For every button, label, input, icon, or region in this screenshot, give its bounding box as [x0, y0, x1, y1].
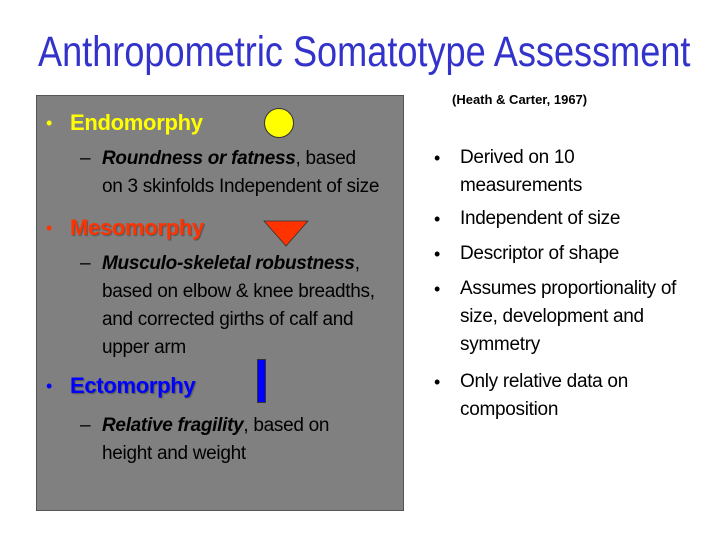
endomorphy-description: Roundness or fatness, based	[102, 148, 356, 169]
somatotype-components-panel	[36, 95, 404, 511]
dash: –	[80, 148, 91, 169]
ectomorphy-heading: Ectomorphy	[70, 373, 196, 398]
right-bullet-line: Only relative data on	[460, 371, 628, 392]
endomorphy-description-line: on 3 skinfolds Independent of size	[102, 176, 380, 197]
blue-bar-icon	[257, 359, 266, 403]
bullet: •	[434, 148, 441, 168]
right-bullet-line: Derived on 10	[460, 147, 575, 168]
mesomorphy-description-line: and corrected girths of calf and	[102, 309, 354, 330]
yellow-circle-icon	[264, 108, 294, 138]
bullet: •	[46, 218, 53, 238]
right-bullet-line: Assumes proportionality of	[460, 278, 677, 299]
slide-title: Anthropometric Somatotype Assessment	[38, 28, 691, 76]
dash: –	[80, 415, 91, 436]
bullet: •	[434, 372, 441, 392]
bullet: •	[46, 376, 53, 396]
right-bullet-line: Descriptor of shape	[460, 243, 620, 264]
bullet: •	[46, 113, 53, 133]
mesomorphy-description: Musculo-skeletal robustness,	[102, 253, 360, 274]
dash: –	[80, 253, 91, 274]
mesomorphy-description-line: based on elbow & knee breadths,	[102, 281, 375, 302]
right-bullet-line: Independent of size	[460, 208, 621, 229]
ectomorphy-description: Relative fragility, based on	[102, 415, 330, 436]
endomorphy-heading: Endomorphy	[70, 110, 203, 135]
ectomorphy-description-line: height and weight	[102, 443, 246, 464]
bullet: •	[434, 209, 441, 229]
right-bullet-line: size, development and	[460, 306, 644, 327]
red-triangle-icon	[263, 220, 309, 247]
right-bullet-line: measurements	[460, 175, 583, 196]
right-bullet-line: composition	[460, 399, 559, 420]
mesomorphy-description-line: upper arm	[102, 337, 186, 358]
bullet: •	[434, 244, 441, 264]
right-bullet-line: symmetry	[460, 334, 540, 355]
bullet: •	[434, 279, 441, 299]
citation: (Heath & Carter, 1967)	[452, 92, 588, 107]
mesomorphy-heading: Mesomorphy	[70, 215, 204, 240]
